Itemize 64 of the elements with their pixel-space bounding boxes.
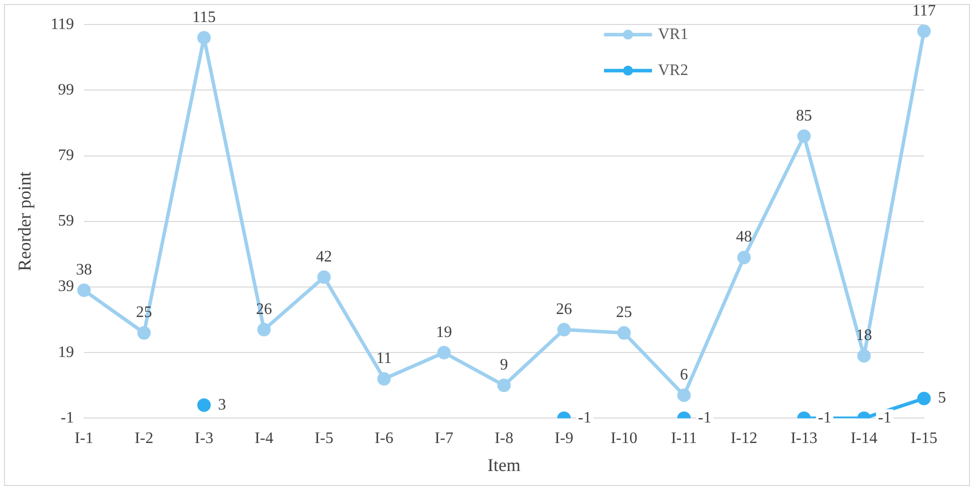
y-tick-label: 19 <box>58 344 74 361</box>
point <box>617 326 631 340</box>
x-tick-label: I-1 <box>74 430 94 448</box>
point <box>377 372 391 386</box>
x-tick-label: I-11 <box>670 430 698 448</box>
point <box>77 284 91 298</box>
data-label: 25 <box>616 304 632 322</box>
point <box>917 392 931 406</box>
x-tick-label: I-5 <box>314 430 334 448</box>
point <box>497 378 511 392</box>
data-label: 11 <box>376 350 392 368</box>
point <box>437 346 451 360</box>
data-label: -1 <box>818 409 832 426</box>
data-label: 48 <box>736 228 752 246</box>
x-tick-label: I-2 <box>134 430 154 448</box>
data-label: 38 <box>76 261 92 278</box>
x-tick-label: I-6 <box>374 430 394 448</box>
data-label: 26 <box>256 300 272 318</box>
data-label: 26 <box>556 300 572 318</box>
data-label: -1 <box>578 409 592 426</box>
point <box>137 326 151 340</box>
x-tick-label: I-15 <box>910 430 938 448</box>
data-label: 85 <box>796 107 812 124</box>
point <box>797 129 811 143</box>
point <box>197 30 211 44</box>
x-tick-label: I-10 <box>610 430 638 448</box>
point <box>677 388 691 402</box>
y-tick-label: -1 <box>60 409 74 426</box>
point <box>317 270 331 284</box>
x-tick-label: I-9 <box>554 430 574 448</box>
data-label: 25 <box>136 304 152 322</box>
data-label: -1 <box>878 409 892 426</box>
y-tick-label: 119 <box>50 16 74 33</box>
y-tick-label: 79 <box>58 147 74 164</box>
data-label: 18 <box>856 327 872 344</box>
data-label: 42 <box>316 248 332 266</box>
point <box>197 398 211 412</box>
legend-label: VR2 <box>658 62 688 79</box>
y-tick-label: 39 <box>58 278 74 296</box>
x-tick-label: I-7 <box>434 430 454 448</box>
point <box>857 349 871 363</box>
x-tick-label: I-8 <box>494 430 514 448</box>
y-tick-label: 99 <box>58 81 74 98</box>
data-label: 9 <box>500 356 508 374</box>
data-label: 6 <box>680 366 688 384</box>
y-axis-title: Reorder point <box>14 172 35 272</box>
x-tick-label: I-13 <box>790 430 818 448</box>
y-tick-label: 59 <box>58 212 74 230</box>
x-axis-title: Item <box>488 454 521 475</box>
point <box>737 250 751 264</box>
data-label: 5 <box>938 390 946 407</box>
data-label: 115 <box>192 8 216 26</box>
x-tick-label: I-14 <box>850 430 878 448</box>
data-label: 19 <box>436 324 452 341</box>
legend-label: VR1 <box>658 26 688 43</box>
point <box>257 322 271 336</box>
data-label: 3 <box>218 396 226 414</box>
x-tick-label: I-3 <box>194 430 214 448</box>
data-label: 117 <box>912 2 936 20</box>
point <box>557 322 571 336</box>
x-tick-label: I-4 <box>254 430 274 448</box>
point <box>917 24 931 38</box>
x-tick-label: I-12 <box>730 430 758 448</box>
data-label: -1 <box>698 409 712 426</box>
